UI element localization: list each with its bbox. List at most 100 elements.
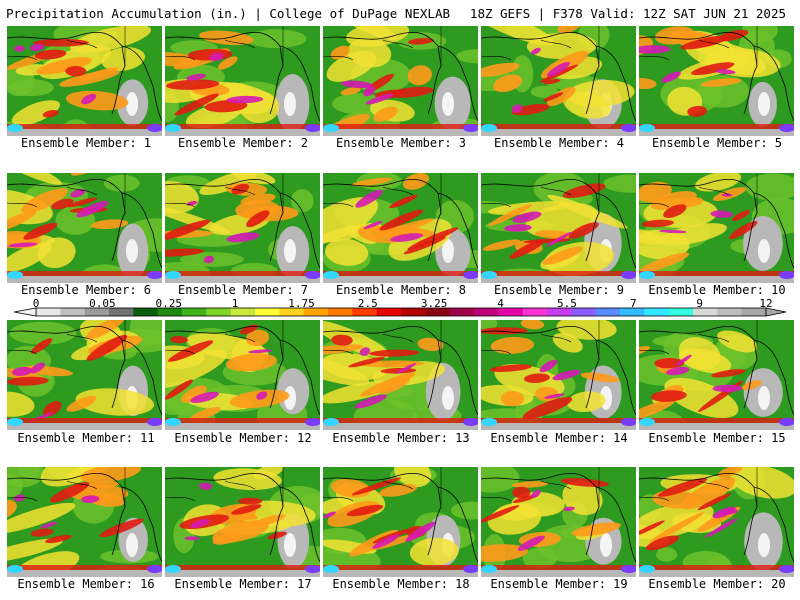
- member-panel-12[interactable]: [165, 320, 320, 430]
- southwest-extreme-area: [481, 565, 497, 573]
- precip-map: [323, 320, 478, 430]
- southeast-extreme-area: [305, 271, 320, 279]
- heavy-precip-band: [649, 512, 704, 543]
- precip-map: [481, 173, 636, 283]
- precip-map: [7, 173, 162, 283]
- moderate-precip-band: [7, 173, 62, 185]
- colorbar-swatch: [498, 308, 524, 316]
- coastline: [165, 179, 320, 269]
- southern-edge: [165, 129, 320, 136]
- very-heavy-precip-streak: [165, 219, 211, 241]
- colorbar-swatch: [303, 308, 329, 316]
- moderate-precip-band: [7, 502, 76, 534]
- moderate-precip-band: [394, 467, 432, 488]
- very-heavy-precip-streak: [31, 338, 53, 354]
- very-heavy-precip-streak: [348, 356, 385, 368]
- moderate-precip-band: [7, 242, 52, 273]
- southwest-extreme-area: [639, 418, 655, 426]
- extreme-precip-streak: [190, 519, 210, 528]
- heavy-precip-band: [379, 377, 411, 395]
- moderate-precip-band: [7, 538, 64, 563]
- very-heavy-precip-streak: [408, 38, 434, 45]
- very-dry-area: [126, 533, 138, 557]
- member-panel-3[interactable]: [323, 26, 478, 136]
- very-heavy-precip-streak: [729, 220, 758, 240]
- southern-edge: [323, 570, 478, 577]
- southern-edge: [323, 423, 478, 430]
- extreme-precip-streak: [226, 232, 260, 243]
- precip-map: [323, 467, 478, 577]
- member-panel-7[interactable]: [165, 173, 320, 283]
- island-coastline: [7, 186, 98, 208]
- member-panel-17[interactable]: [165, 467, 320, 577]
- extreme-precip-streak: [70, 188, 86, 198]
- very-dry-area: [758, 386, 770, 410]
- precip-map: [323, 173, 478, 283]
- southern-precip-band: [323, 271, 478, 276]
- member-panel-5[interactable]: [639, 26, 794, 136]
- southern-precip-band: [7, 124, 162, 129]
- heavy-precip-band: [493, 74, 523, 93]
- member-panel-11[interactable]: [7, 320, 162, 430]
- member-panel-10[interactable]: [639, 173, 794, 283]
- member-panel-14[interactable]: [481, 320, 636, 430]
- very-heavy-precip-streak: [389, 194, 418, 209]
- very-heavy-precip-streak: [174, 93, 219, 116]
- southern-edge: [7, 570, 162, 577]
- colorbar-swatch: [109, 308, 134, 316]
- member-label-10: Ensemble Member: 10: [648, 283, 786, 297]
- southwest-extreme-area: [481, 124, 497, 132]
- member-panel-15[interactable]: [639, 320, 794, 430]
- colorbar-swatch: [693, 308, 718, 316]
- extreme-precip-streak: [661, 71, 681, 83]
- southern-precip-band: [639, 124, 794, 129]
- very-heavy-precip-streak: [168, 340, 214, 362]
- southern-precip-band: [481, 124, 636, 129]
- heavy-precip-band: [66, 395, 97, 412]
- very-dry-area: [284, 386, 296, 410]
- southwest-extreme-area: [7, 565, 23, 573]
- coastline: [481, 473, 636, 563]
- member-panel-8[interactable]: [323, 173, 478, 283]
- extreme-precip-streak: [355, 189, 383, 208]
- heavy-precip-band: [546, 87, 576, 107]
- member-panel-20[interactable]: [639, 467, 794, 577]
- colorbar-swatch: [741, 308, 767, 316]
- member-panel-16[interactable]: [7, 467, 162, 577]
- southwest-extreme-area: [639, 271, 655, 279]
- colorbar-tick-label: 3.25: [420, 297, 448, 310]
- colorbar-swatch: [425, 308, 451, 316]
- coastline: [481, 179, 636, 269]
- very-dry-area: [126, 92, 138, 116]
- very-heavy-precip-streak: [732, 210, 751, 222]
- member-panel-9[interactable]: [481, 173, 636, 283]
- moderate-precip-band: [694, 173, 742, 192]
- very-heavy-precip-streak: [489, 364, 532, 372]
- member-panel-1[interactable]: [7, 26, 162, 136]
- colorbar-swatch: [522, 308, 548, 316]
- extreme-precip-streak: [8, 242, 38, 248]
- colorbar-tick-label: 2.5: [357, 297, 378, 310]
- moderate-precip-band: [101, 47, 146, 71]
- member-panel-19[interactable]: [481, 467, 636, 577]
- map-title: Precipitation Accumulation (in.) | Colle…: [6, 6, 451, 21]
- coastline: [639, 32, 794, 122]
- very-heavy-precip-streak: [238, 497, 263, 505]
- very-dry-area: [442, 239, 454, 263]
- member-panel-6[interactable]: [7, 173, 162, 283]
- member-panel-18[interactable]: [323, 467, 478, 577]
- heavy-precip-band: [323, 344, 363, 355]
- colorbar-swatch: [620, 308, 645, 316]
- southwest-extreme-area: [165, 124, 181, 132]
- member-panel-13[interactable]: [323, 320, 478, 430]
- island-coastline: [7, 333, 98, 355]
- member-panel-4[interactable]: [481, 26, 636, 136]
- member-label-1: Ensemble Member: 1: [20, 136, 152, 150]
- southern-precip-band: [7, 418, 162, 423]
- very-heavy-precip-streak: [711, 369, 746, 378]
- southern-precip-band: [481, 418, 636, 423]
- colorbar-tick-label: 5.5: [556, 297, 577, 310]
- moderate-precip-band: [388, 218, 452, 261]
- extreme-precip-streak: [372, 534, 400, 549]
- member-panel-2[interactable]: [165, 26, 320, 136]
